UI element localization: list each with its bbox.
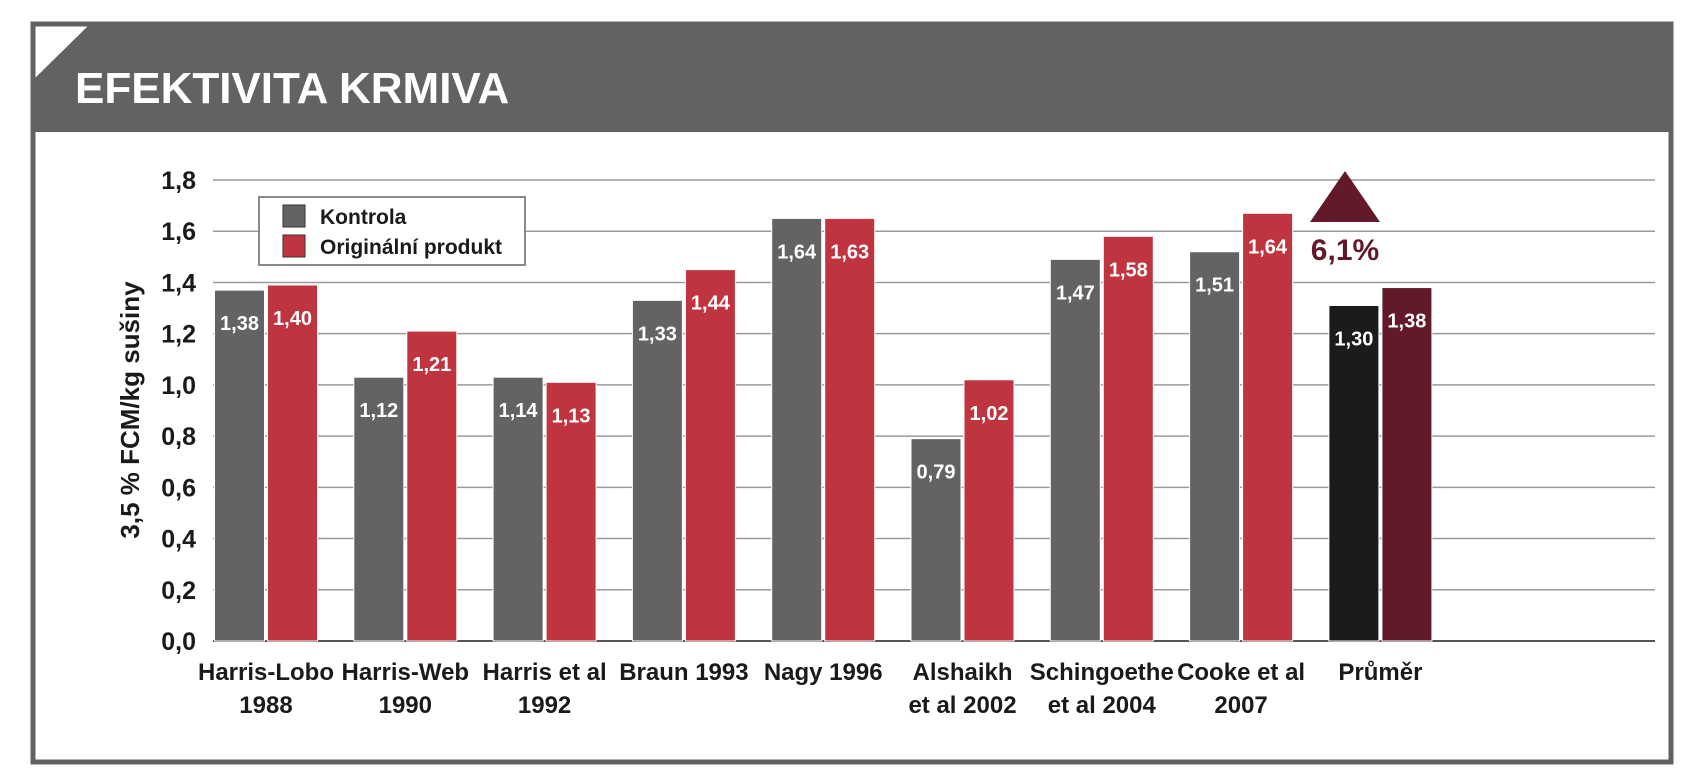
x-tick-label: 2007: [1214, 692, 1267, 719]
bar-control: [910, 438, 962, 642]
bar-value-label: 1,30: [1334, 328, 1373, 350]
bar-value-label: 1,44: [691, 293, 731, 315]
bar-value-label: 1,63: [830, 241, 869, 263]
bar-value-label: 1,12: [359, 400, 398, 422]
bar-value-label: 1,64: [777, 241, 817, 263]
x-tick-label: Cooke et al: [1177, 659, 1305, 686]
bar-value-label: 1,02: [970, 403, 1009, 425]
x-axis-labels: Harris-Lobo 1988 Harris-Web 1990 Harris et a…: [198, 659, 1422, 719]
chart-title: EFEKTIVITA KRMIVA: [75, 64, 509, 113]
bar-value-label: 1,33: [638, 323, 677, 345]
bar-value-label: 1,51: [1195, 275, 1234, 297]
bar-value-label: 1,14: [499, 400, 539, 422]
legend: Kontrola Originální produkt: [258, 196, 526, 266]
bar-product: [406, 330, 458, 642]
legend-swatch-product: [282, 234, 306, 258]
bar-product: [684, 269, 736, 642]
bar-control: [492, 376, 544, 642]
bar-value-label: 1,64: [1248, 236, 1288, 258]
bar-product: [1242, 212, 1294, 642]
x-tick-label: Harris-Lobo: [198, 659, 334, 686]
y-tick-label: 0,4: [161, 526, 196, 554]
legend-swatch-control: [282, 204, 306, 228]
bar-value-label: 1,13: [552, 405, 591, 427]
bar-control: [1049, 258, 1101, 642]
bar-product: [1102, 235, 1154, 642]
x-tick-label: 1988: [239, 692, 292, 719]
bar-value-label: 0,79: [917, 462, 956, 484]
bar-value-label: 1,21: [412, 354, 451, 376]
y-tick-label: 1,0: [161, 372, 196, 400]
bars: 1,38 1,40 1,12 1,21 1,14 1,13 1,33 1,44 1,64 1,63…: [214, 212, 1433, 642]
bar-control: [353, 376, 405, 642]
y-tick-label: 1,6: [161, 218, 196, 246]
y-tick-label: 1,4: [161, 269, 196, 297]
x-tick-label: Alshaikh: [912, 659, 1012, 686]
bar-value-label: 1,58: [1109, 259, 1148, 281]
x-tick-label: 1990: [379, 692, 432, 719]
legend-label-product: Originální produkt: [320, 236, 502, 259]
x-tick-label: Průměr: [1338, 659, 1422, 686]
bar-control: [1328, 304, 1380, 642]
bar-product: [545, 381, 597, 642]
up-triangle-icon: [1310, 171, 1380, 222]
y-tick-label: 0,0: [161, 628, 196, 656]
bar-control: [631, 299, 683, 642]
bar-value-label: 1,38: [220, 313, 259, 335]
bar-product: [824, 217, 876, 642]
legend-label-control: Kontrola: [320, 206, 407, 229]
header-band: [33, 24, 1671, 132]
x-tick-label: 1992: [518, 692, 571, 719]
bar-product: [963, 379, 1015, 642]
x-tick-label: Schingoethe: [1030, 659, 1174, 686]
y-tick-label: 1,2: [161, 321, 196, 349]
y-tick-label: 1,8: [161, 167, 196, 195]
y-tick-label: 0,2: [161, 577, 196, 605]
y-tick-label: 0,8: [161, 423, 196, 451]
x-tick-label: Harris et al: [483, 659, 607, 686]
x-tick-label: Braun 1993: [619, 659, 748, 686]
y-axis-ticks: 0,0 0,2 0,4 0,6 0,8 1,0 1,2 1,4 1,6 1,8: [161, 167, 196, 656]
bar-value-label: 1,40: [273, 308, 312, 330]
increase-annotation: 6,1%: [1311, 234, 1379, 267]
bar-control: [1189, 251, 1241, 642]
y-tick-label: 0,6: [161, 474, 196, 502]
bar-value-label: 1,38: [1387, 311, 1426, 333]
x-tick-label: et al 2004: [1048, 692, 1157, 719]
x-tick-label: Harris-Web: [342, 659, 470, 686]
x-tick-label: Nagy 1996: [764, 659, 883, 686]
bar-product: [1381, 287, 1433, 642]
bar-control: [214, 289, 265, 642]
bar-control: [771, 217, 823, 642]
x-tick-label: et al 2002: [908, 692, 1016, 719]
bar-product: [267, 284, 318, 642]
y-axis-label: 3,5 % FCM/kg sušiny: [115, 281, 145, 539]
bar-value-label: 1,47: [1056, 282, 1095, 304]
